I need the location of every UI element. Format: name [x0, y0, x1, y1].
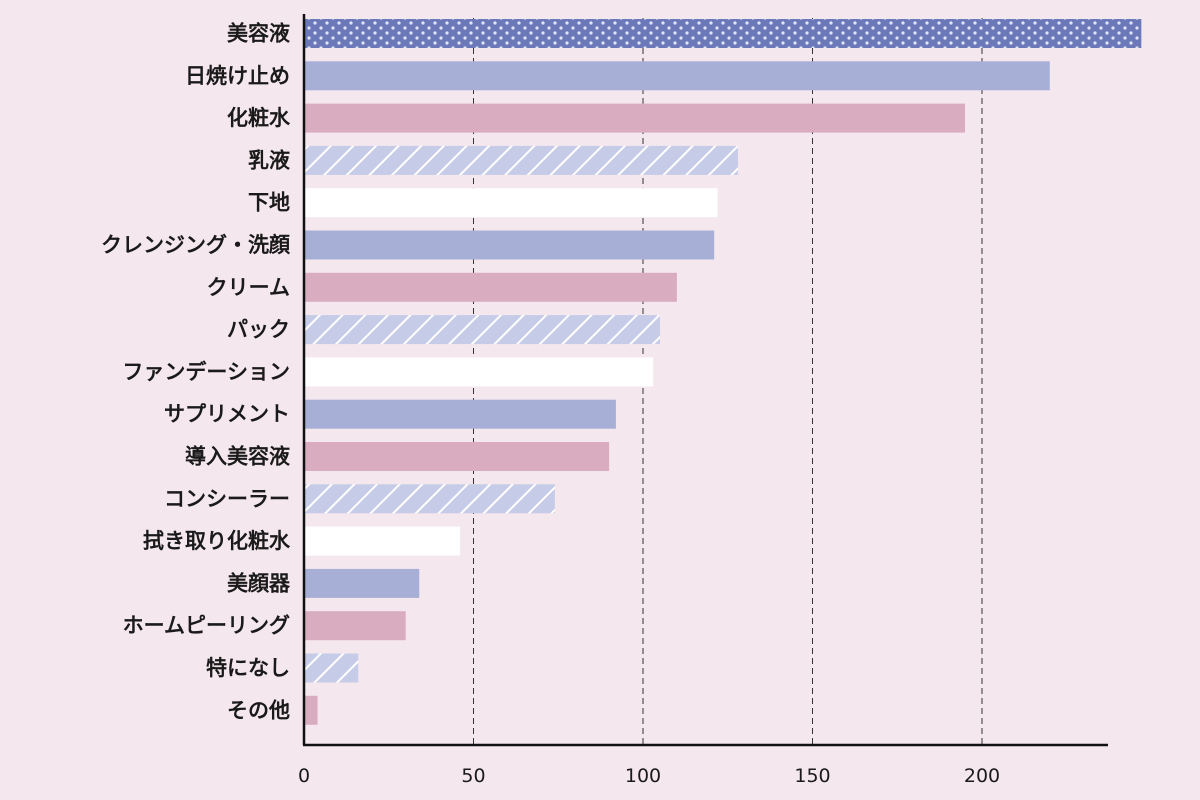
bar [304, 230, 715, 260]
x-tick-label: 200 [964, 765, 1000, 787]
category-label: 美顔器 [227, 571, 291, 595]
category-label: パック [227, 318, 290, 342]
x-tick-label: 0 [298, 765, 310, 787]
category-label: 特になし [206, 656, 290, 680]
category-label: 化粧水 [227, 106, 291, 130]
category-label: 導入美容液 [185, 445, 290, 469]
category-label: 日焼け止め [185, 64, 290, 88]
x-tick-label: 150 [794, 765, 830, 787]
category-label: サプリメント [164, 402, 290, 426]
bar [304, 653, 359, 683]
category-label: ホームピーリング [123, 614, 290, 638]
bar [304, 526, 460, 556]
category-label: ファンデーション [122, 360, 290, 384]
bar [304, 442, 610, 471]
category-label: クリーム [207, 275, 290, 299]
bar [304, 103, 966, 133]
category-label: コンシーラー [164, 487, 290, 511]
bar [304, 695, 318, 725]
bar [304, 568, 420, 598]
bar [304, 188, 718, 218]
bar [304, 315, 660, 345]
category-label: その他 [227, 698, 290, 722]
category-label: 下地 [248, 191, 290, 215]
bar [304, 19, 1142, 48]
bar [304, 357, 654, 387]
bar [304, 611, 406, 641]
bar [304, 484, 555, 514]
category-label: クレンジング・洗顔 [101, 233, 291, 257]
bar [304, 61, 1050, 91]
bar [304, 145, 738, 175]
x-tick-label: 50 [461, 765, 485, 787]
x-tick-label: 100 [625, 765, 661, 787]
category-label: 美容液 [227, 22, 290, 46]
category-label: 拭き取り化粧水 [143, 529, 291, 553]
category-label: 乳液 [248, 148, 290, 172]
bar [304, 399, 616, 429]
bar [304, 272, 677, 302]
